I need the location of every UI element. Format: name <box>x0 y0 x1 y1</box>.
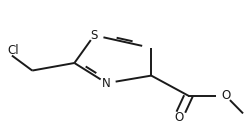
Text: Cl: Cl <box>7 44 19 57</box>
Text: N: N <box>102 77 111 90</box>
Text: S: S <box>91 29 98 42</box>
Text: O: O <box>174 111 183 124</box>
Text: O: O <box>221 89 230 102</box>
